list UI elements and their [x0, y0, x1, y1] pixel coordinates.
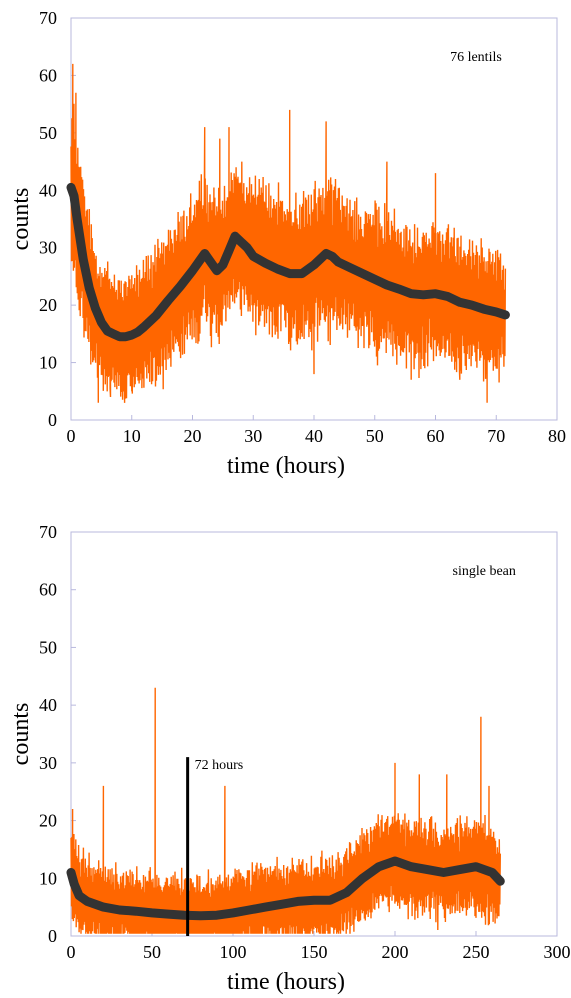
y-tick-label: 0 — [48, 410, 57, 430]
series-raw-counts — [70, 63, 507, 403]
x-tick-label: 0 — [67, 942, 76, 962]
x-tick-label: 100 — [220, 942, 247, 962]
y-tick-label: 30 — [39, 238, 57, 258]
y-tick-label: 60 — [39, 580, 57, 600]
y-axis-label: counts — [8, 703, 34, 766]
x-tick-label: 50 — [143, 942, 161, 962]
y-tick-label: 50 — [39, 637, 57, 657]
x-tick-label: 70 — [487, 426, 505, 446]
y-tick-label: 0 — [48, 926, 57, 946]
chart-annotation: 76 lentils — [450, 50, 502, 65]
y-tick-label: 20 — [39, 811, 57, 831]
series-raw-counts — [70, 687, 501, 934]
x-axis-label: time (hours) — [227, 453, 345, 479]
y-tick-label: 70 — [39, 522, 57, 542]
x-tick-label: 40 — [305, 426, 323, 446]
x-tick-label: 10 — [123, 426, 141, 446]
x-tick-label: 20 — [184, 426, 202, 446]
x-axis-label: time (hours) — [227, 969, 345, 995]
series-smoothed-counts — [66, 182, 510, 342]
y-tick-label: 40 — [39, 180, 57, 200]
chart-panel-lentils: 0 10 20 30 40 50 60 70 80 0 10 20 30 40 50 60 70 time (ho… — [8, 8, 566, 479]
x-tick-label: 30 — [244, 426, 262, 446]
x-tick-label: 80 — [548, 426, 566, 446]
y-tick-label: 70 — [39, 8, 57, 28]
y-tick-label: 60 — [39, 65, 57, 85]
x-tick-label: 60 — [427, 426, 445, 446]
y-tick-label: 10 — [39, 353, 57, 373]
x-tick-label: 0 — [67, 426, 76, 446]
chart-panel-single-bean: 0 50 100 150 200 250 300 0 10 20 30 40 50 60 70 time (h… — [8, 522, 571, 995]
marker-label: 72 hours — [195, 758, 244, 773]
y-tick-label: 10 — [39, 868, 57, 888]
series-smoothed-counts — [66, 856, 505, 921]
y-tick-label: 50 — [39, 123, 57, 143]
chart-annotation: single bean — [453, 564, 516, 579]
x-tick-label: 300 — [544, 942, 571, 962]
y-tick-label: 30 — [39, 753, 57, 773]
y-tick-label: 20 — [39, 295, 57, 315]
y-axis-label: counts — [8, 188, 34, 251]
x-tick-label: 50 — [366, 426, 384, 446]
x-tick-label: 150 — [301, 942, 328, 962]
x-tick-label: 200 — [382, 942, 409, 962]
x-tick-label: 250 — [463, 942, 490, 962]
y-tick-label: 40 — [39, 695, 57, 715]
